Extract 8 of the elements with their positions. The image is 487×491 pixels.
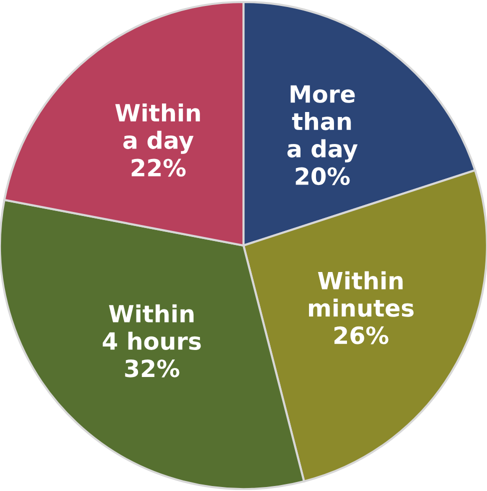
slice-label: Within 4 hours	[102, 304, 201, 350]
slice-label: Within a day	[115, 103, 200, 154]
data-label: 22%	[132, 158, 186, 177]
data-label: 20%	[296, 167, 350, 186]
slice-label: More than a day	[287, 85, 358, 162]
data-label: 32%	[125, 359, 180, 378]
data-label: 26%	[334, 326, 388, 344]
slice-label: Within minutes	[308, 271, 414, 317]
